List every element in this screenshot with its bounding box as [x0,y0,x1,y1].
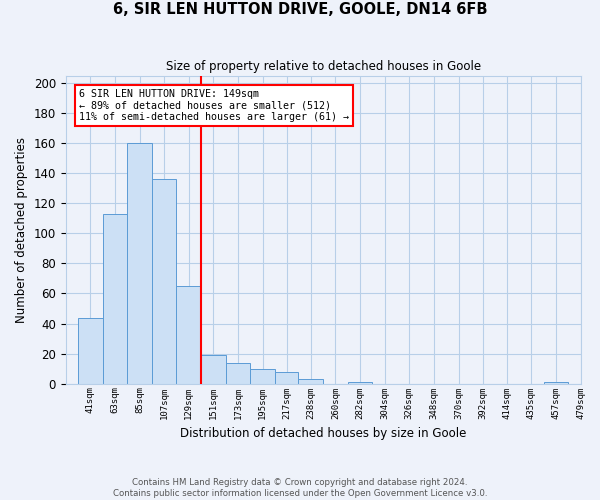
Y-axis label: Number of detached properties: Number of detached properties [15,136,28,322]
Bar [544,382,568,384]
Bar [250,368,275,384]
Bar [176,286,201,384]
Bar [298,379,323,384]
Bar [103,214,127,384]
Title: Size of property relative to detached houses in Goole: Size of property relative to detached ho… [166,60,481,73]
X-axis label: Distribution of detached houses by size in Goole: Distribution of detached houses by size … [180,427,466,440]
Text: Contains HM Land Registry data © Crown copyright and database right 2024.
Contai: Contains HM Land Registry data © Crown c… [113,478,487,498]
Bar [275,372,298,384]
Bar [201,355,226,384]
Bar [347,382,373,384]
Text: 6 SIR LEN HUTTON DRIVE: 149sqm
← 89% of detached houses are smaller (512)
11% of: 6 SIR LEN HUTTON DRIVE: 149sqm ← 89% of … [79,89,349,122]
Bar [127,143,152,384]
Text: 6, SIR LEN HUTTON DRIVE, GOOLE, DN14 6FB: 6, SIR LEN HUTTON DRIVE, GOOLE, DN14 6FB [113,2,487,18]
Bar [152,180,176,384]
Bar [78,318,103,384]
Bar [226,362,250,384]
